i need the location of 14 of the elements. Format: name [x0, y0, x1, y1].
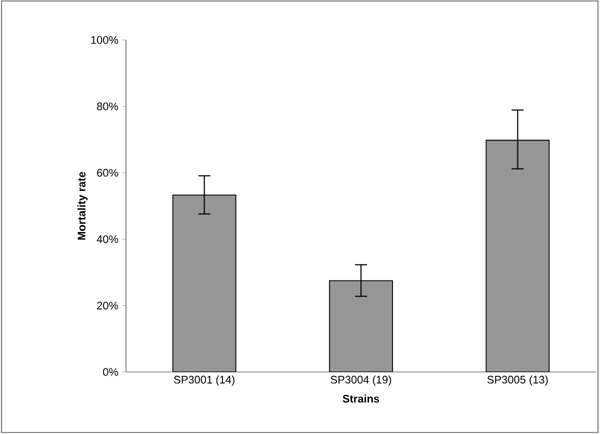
y-tick-label: 0%: [103, 368, 118, 376]
x-tick-label: SP3004 (19): [330, 376, 392, 386]
bar: [486, 140, 550, 372]
y-tick-label: 20%: [97, 302, 118, 310]
x-axis-title: Strains: [342, 394, 380, 403]
bar: [329, 280, 393, 372]
y-tick-label: 60%: [97, 168, 118, 177]
bar: [172, 194, 236, 372]
y-axis-title: Mortality rate: [77, 172, 88, 240]
y-tick-label: 40%: [96, 235, 118, 244]
x-tick-label: SP3001 (14): [174, 376, 234, 386]
y-tick-label: 80%: [97, 102, 118, 110]
x-tick-label: SP3005 (13): [487, 376, 548, 386]
y-tick-label: 100%: [91, 36, 118, 44]
